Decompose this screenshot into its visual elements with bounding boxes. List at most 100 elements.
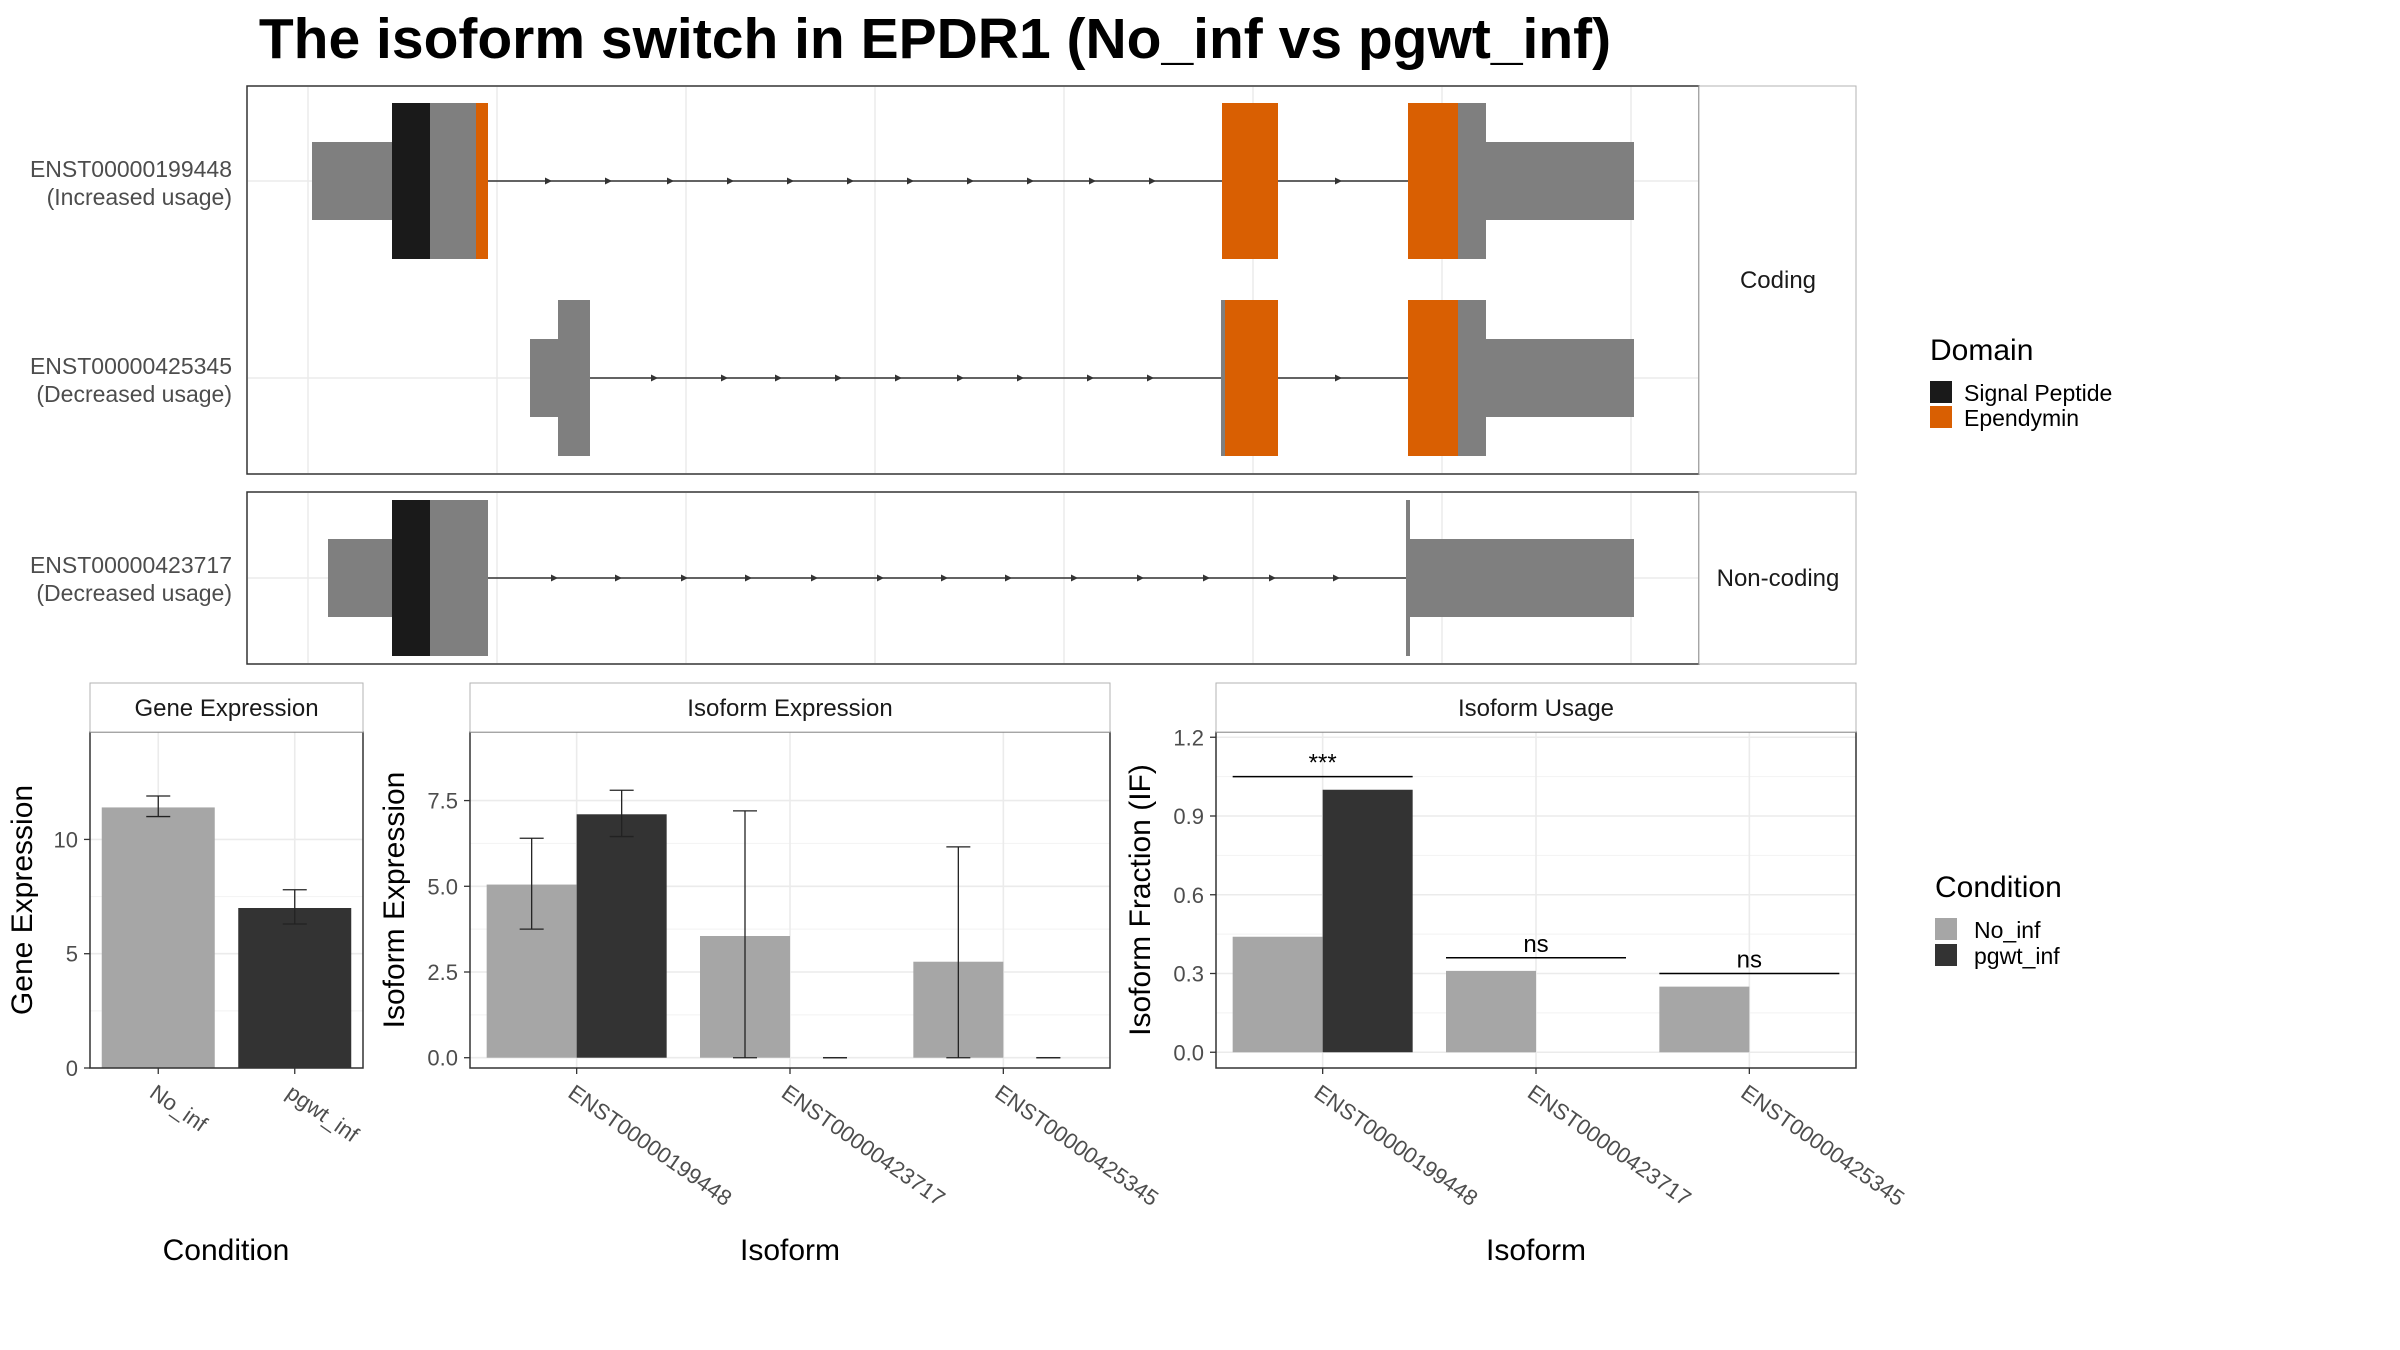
intron-arrowhead	[787, 177, 794, 185]
facet-strip	[469, 682, 1111, 733]
y-tick-label: 1.2	[1173, 725, 1204, 750]
isoform-usage-y-axis-title: Isoform Fraction (IF)	[1124, 764, 1157, 1036]
intron-arrowhead	[1137, 574, 1144, 582]
coding-exon	[1458, 103, 1486, 259]
intron-arrowhead	[1149, 177, 1156, 185]
facet-strip-noncoding	[1698, 491, 1857, 665]
y-tick-label: 0.9	[1173, 804, 1204, 829]
x-tick-label: ENST00000425345	[990, 1080, 1163, 1211]
x-tick-label: ENST00000423717	[777, 1080, 950, 1211]
gene-expression-x-axis-title: Condition	[163, 1234, 290, 1267]
ependymin-domain	[1408, 300, 1458, 456]
intron-arrowhead	[835, 374, 842, 382]
isoform-label-199448: ENST00000199448	[30, 156, 232, 182]
isoform-track-423717	[328, 500, 1634, 656]
isoform-expression-x-axis-title: Isoform	[740, 1234, 840, 1267]
x-tick-label: ENST00000199448	[564, 1080, 737, 1211]
coding-exon	[1221, 300, 1225, 456]
y-tick-label: 5.0	[427, 874, 458, 899]
utr-exon	[1410, 539, 1634, 617]
significance-label: ns	[1523, 931, 1548, 958]
intron-arrowhead	[1147, 374, 1154, 382]
intron-arrowhead	[1269, 574, 1276, 582]
domain-legend: Domain Signal Peptide Ependymin	[1930, 334, 2112, 431]
isoform-structure-plot: Coding Non-coding ENST00000199448 (Incre…	[30, 85, 2112, 665]
isoform-usage-bar	[1446, 970, 1536, 1053]
intron-arrowhead	[745, 574, 752, 582]
y-tick-label: 10	[54, 827, 78, 852]
ependymin-domain	[1222, 103, 1278, 259]
domain-legend-title: Domain	[1930, 334, 2033, 367]
gene-expression-y-axis-title: Gene Expression	[6, 785, 39, 1015]
condition-legend-title: Condition	[1935, 871, 2062, 904]
signal-peptide-domain	[392, 103, 430, 259]
noncoding-exon	[1406, 500, 1410, 656]
signal-peptide-domain	[392, 500, 430, 656]
isoform-usage-panel: *** ns ns Isoform Usage 0.0 0.3 0.6 0.9 1.2 ENST0…	[1124, 682, 1909, 1267]
intron-arrowhead	[1203, 574, 1210, 582]
facet-label-coding: Coding	[1740, 267, 1816, 294]
chart-title: The isoform switch in EPDR1 (No_inf vs p…	[259, 7, 1611, 71]
isoform-usage-bar	[1322, 789, 1413, 1053]
utr-exon	[312, 142, 394, 220]
legend-swatch-signal-peptide	[1930, 381, 1952, 403]
intron-arrowhead	[1087, 374, 1094, 382]
isoform-expression-strip-label: Isoform Expression	[687, 695, 892, 722]
intron-direction-arrows	[651, 374, 1154, 382]
y-tick-label: 2.5	[427, 960, 458, 985]
isoform-expression-bar	[576, 814, 667, 1058]
isoform-usage-bar	[1232, 936, 1323, 1053]
intron-arrowhead	[1333, 574, 1340, 582]
y-tick-label: 7.5	[427, 789, 458, 814]
significance-label: ns	[1737, 947, 1762, 974]
coding-exon	[430, 103, 478, 259]
facet-strip	[89, 682, 364, 733]
utr-exon	[1486, 339, 1634, 417]
isoform-usage-423717: (Decreased usage)	[36, 580, 232, 606]
isoform-usage-strip-label: Isoform Usage	[1458, 695, 1614, 722]
intron-arrowhead	[1005, 574, 1012, 582]
intron-arrowhead	[941, 574, 948, 582]
intron-arrowhead	[667, 177, 674, 185]
intron-arrowhead	[1335, 177, 1342, 185]
intron-direction-arrows	[551, 574, 1340, 582]
gene-expression-bar	[101, 807, 215, 1068]
ependymin-domain	[1408, 103, 1458, 259]
facet-strip	[1215, 682, 1857, 733]
intron-arrowhead	[615, 574, 622, 582]
y-tick-label: 0.0	[1173, 1040, 1204, 1065]
x-tick-label: No_inf	[145, 1080, 212, 1137]
isoform-track-199448	[312, 103, 1634, 259]
isoform-usage-199448: (Increased usage)	[47, 184, 232, 210]
x-tick-label: ENST00000425345	[1736, 1080, 1909, 1211]
intron-arrowhead	[1027, 177, 1034, 185]
intron-arrowhead	[1017, 374, 1024, 382]
intron-arrowhead	[545, 177, 552, 185]
isoform-expression-y-axis-title: Isoform Expression	[378, 772, 411, 1029]
intron-arrowhead	[605, 177, 612, 185]
intron-arrowhead	[727, 177, 734, 185]
intron-direction-arrows	[545, 177, 1156, 185]
isoform-label-425345: ENST00000425345	[30, 353, 232, 379]
intron-direction-arrows	[1335, 374, 1342, 382]
significance-label: ***	[1309, 750, 1337, 777]
legend-label-no-inf: No_inf	[1974, 917, 2041, 943]
coding-exon	[1458, 300, 1486, 456]
legend-label-pgwt-inf: pgwt_inf	[1974, 943, 2060, 969]
intron-arrowhead	[967, 177, 974, 185]
ependymin-domain	[476, 103, 488, 259]
utr-exon	[1486, 142, 1634, 220]
x-tick-label: ENST00000423717	[1523, 1080, 1696, 1211]
gene-expression-strip-label: Gene Expression	[134, 695, 318, 722]
isoform-track-425345	[530, 300, 1634, 456]
intron-arrowhead	[907, 177, 914, 185]
intron-arrowhead	[1071, 574, 1078, 582]
intron-arrowhead	[551, 574, 558, 582]
isoform-label-423717: ENST00000423717	[30, 552, 232, 578]
intron-arrowhead	[1335, 374, 1342, 382]
gene-expression-panel: Gene Expression 0 5 10 No_inf pgwt_inf Conditi…	[6, 682, 364, 1267]
intron-arrowhead	[651, 374, 658, 382]
ependymin-domain	[1225, 300, 1278, 456]
noncoding-exon	[430, 500, 488, 656]
